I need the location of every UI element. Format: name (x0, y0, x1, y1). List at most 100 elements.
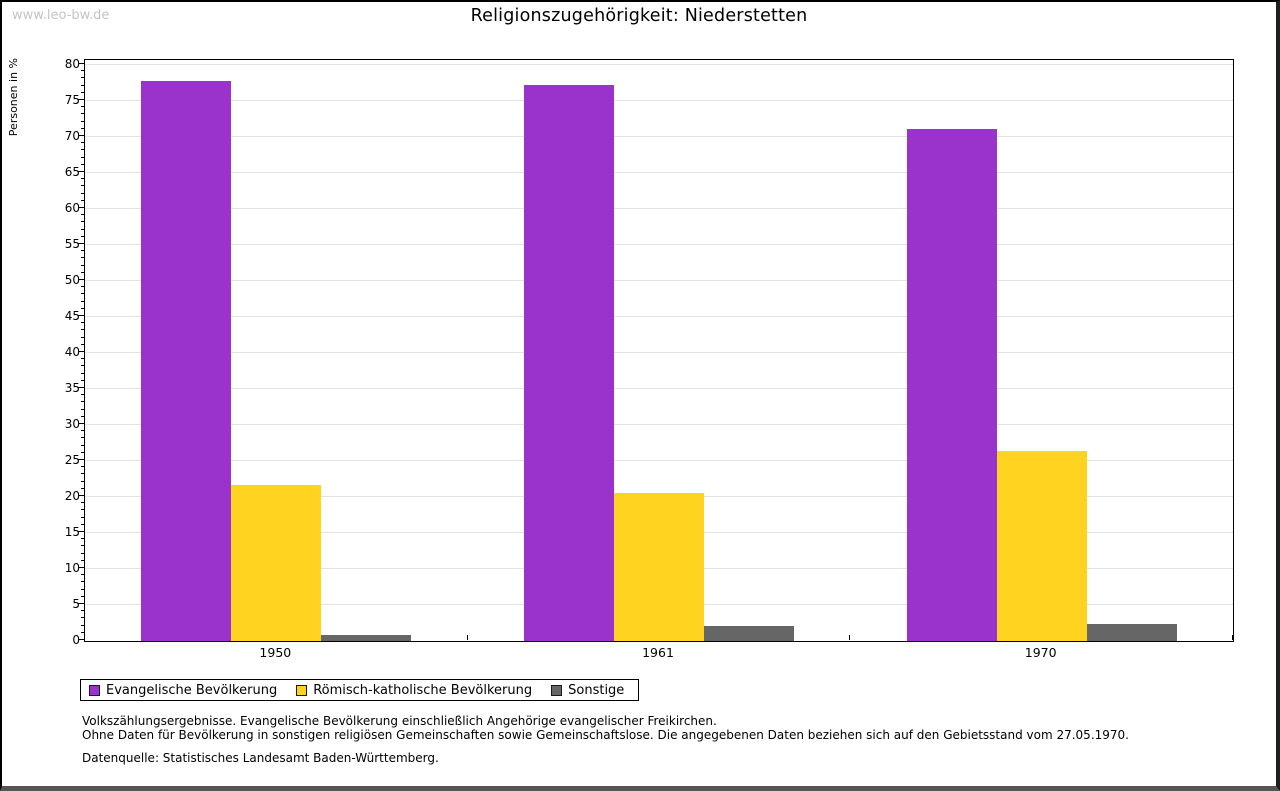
y-major-tick-5 (78, 603, 84, 604)
bar-1950-römisch-katholische-bevölkerung (231, 485, 322, 641)
legend-swatch-1 (89, 684, 100, 696)
y-axis-tick-labels: 0 5 10 15 20 25 30 35 40 45 50 55 60 65 70 75 80 (46, 57, 80, 647)
y-tick-label-50: 50 (64, 273, 80, 287)
y-tick-label-75: 75 (64, 93, 80, 107)
plot-area (84, 59, 1234, 642)
y-minor-tick-79 (81, 70, 84, 72)
y-minor-tick-18 (81, 509, 84, 511)
y-major-tick-20 (78, 495, 84, 496)
y-major-tick-70 (78, 135, 84, 136)
legend-swatch-3 (551, 684, 563, 696)
legend-label-1: Evangelische Bevölkerung (106, 682, 278, 698)
y-minor-tick-9 (81, 574, 84, 576)
watermark-text: www.leo-bw.de (12, 8, 110, 23)
y-minor-tick-26 (81, 451, 84, 453)
y-minor-tick-31 (81, 415, 84, 417)
y-minor-tick-56 (81, 235, 84, 237)
gridline-50 (85, 280, 1233, 281)
y-minor-tick-42 (81, 336, 84, 338)
y-tick-label-30: 30 (64, 417, 80, 431)
gridline-60 (85, 208, 1233, 209)
y-axis-title: Personen in % (7, 58, 20, 137)
y-tick-label-25: 25 (64, 453, 80, 467)
y-minor-tick-19 (81, 502, 84, 504)
y-axis-tick-marks (78, 59, 84, 640)
y-minor-tick-1 (81, 631, 84, 633)
y-minor-tick-46 (81, 307, 84, 309)
y-minor-tick-64 (81, 178, 84, 180)
x-boundary-tick-1 (466, 635, 468, 640)
y-minor-tick-57 (81, 228, 84, 230)
y-tick-label-10: 10 (64, 561, 80, 575)
y-minor-tick-22 (81, 480, 84, 482)
y-minor-tick-24 (81, 466, 84, 468)
y-minor-tick-43 (81, 329, 84, 331)
bar-1950-evangelische-bevölkerung (141, 80, 232, 641)
y-minor-tick-48 (81, 293, 84, 295)
y-major-tick-35 (78, 387, 84, 388)
footnote-line-1: Volkszählungsergebnisse. Evangelische Be… (82, 714, 717, 728)
gridline-55 (85, 244, 1233, 245)
data-source-text: Datenquelle: Statistisches Landesamt Bad… (82, 751, 439, 765)
y-minor-tick-23 (81, 473, 84, 475)
y-major-tick-10 (78, 567, 84, 568)
y-minor-tick-77 (81, 84, 84, 86)
y-minor-tick-47 (81, 300, 84, 302)
gridline-35 (85, 388, 1233, 389)
gridline-45 (85, 316, 1233, 317)
y-major-tick-25 (78, 459, 84, 460)
y-tick-label-45: 45 (64, 309, 80, 323)
legend-label-2: Römisch-katholische Bevölkerung (313, 682, 533, 698)
legend: Evangelische Bevölkerung Römisch-katholis… (80, 679, 640, 701)
y-minor-tick-52 (81, 264, 84, 266)
legend-item-3: Sonstige (551, 683, 624, 698)
y-minor-tick-11 (81, 559, 84, 561)
y-minor-tick-58 (81, 221, 84, 223)
bar-1961-sonstige (704, 625, 794, 641)
y-minor-tick-62 (81, 192, 84, 194)
y-major-tick-15 (78, 531, 84, 532)
y-minor-tick-54 (81, 250, 84, 252)
y-minor-tick-49 (81, 286, 84, 288)
y-minor-tick-37 (81, 372, 84, 374)
y-minor-tick-73 (81, 113, 84, 115)
y-minor-tick-67 (81, 156, 84, 158)
y-minor-tick-21 (81, 487, 84, 489)
y-minor-tick-33 (81, 401, 84, 403)
y-minor-tick-61 (81, 199, 84, 201)
bar-1970-römisch-katholische-bevölkerung (996, 450, 1087, 641)
y-minor-tick-7 (81, 588, 84, 590)
gridline-25 (85, 460, 1233, 461)
bar-1950-sonstige (321, 635, 412, 641)
y-minor-tick-63 (81, 185, 84, 187)
footnote-line-2: Ohne Daten für Bevölkerung in sonstigen … (82, 727, 1129, 742)
y-minor-tick-27 (81, 444, 84, 446)
y-minor-tick-76 (81, 91, 84, 93)
y-minor-tick-32 (81, 408, 84, 410)
y-minor-tick-44 (81, 322, 84, 324)
bar-1961-römisch-katholische-bevölkerung (614, 492, 704, 641)
y-minor-tick-16 (81, 523, 84, 525)
y-major-tick-65 (78, 171, 84, 172)
y-minor-tick-8 (81, 581, 84, 583)
bar-1970-evangelische-bevölkerung (906, 129, 997, 641)
gridline-30 (85, 424, 1233, 425)
gridline-65 (85, 172, 1233, 173)
y-minor-tick-36 (81, 379, 84, 381)
y-minor-tick-41 (81, 343, 84, 345)
y-tick-label-65: 65 (64, 165, 80, 179)
y-tick-label-40: 40 (64, 345, 80, 359)
y-minor-tick-12 (81, 552, 84, 554)
legend-swatch-2 (296, 684, 308, 696)
x-boundary-tick-2 (849, 635, 851, 640)
y-minor-tick-78 (81, 77, 84, 79)
y-tick-label-80: 80 (64, 57, 80, 71)
y-minor-tick-29 (81, 430, 84, 432)
y-major-tick-55 (78, 243, 84, 244)
y-tick-label-70: 70 (64, 129, 80, 143)
y-minor-tick-17 (81, 516, 84, 518)
gridline-40 (85, 352, 1233, 353)
bar-1970-sonstige (1086, 624, 1177, 641)
y-major-tick-0 (78, 639, 84, 640)
